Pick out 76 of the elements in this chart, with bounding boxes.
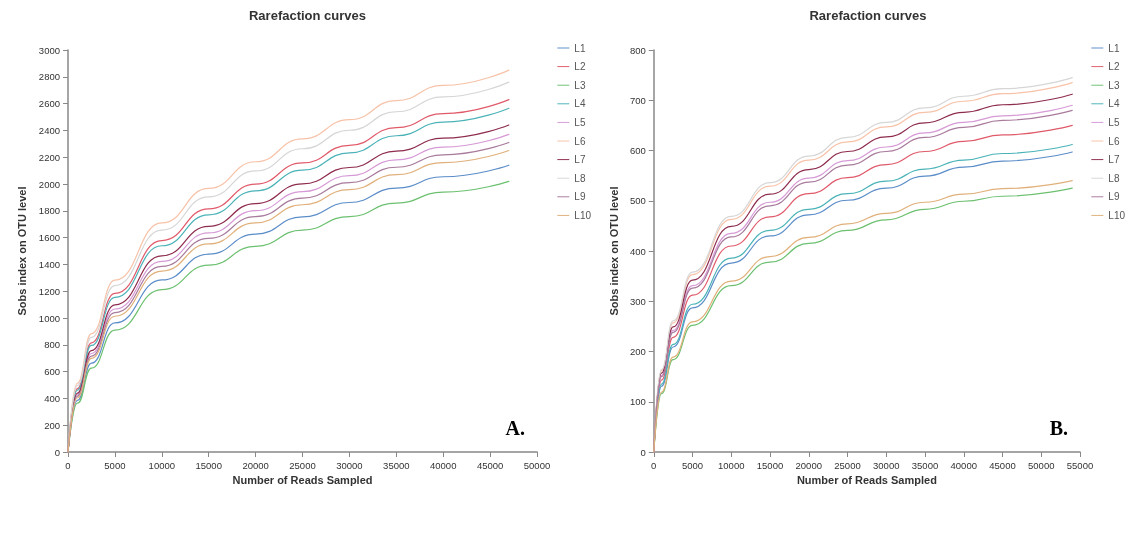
x-tick-label: 50000 bbox=[1028, 459, 1055, 471]
y-tick-label: 800 bbox=[44, 339, 60, 351]
y-tick-label: 1400 bbox=[38, 258, 60, 270]
x-tick-label: 5000 bbox=[104, 459, 126, 471]
x-axis-title: Number of Reads Sampled bbox=[232, 474, 373, 487]
legend-label: L6 bbox=[1108, 135, 1120, 147]
legend-label: L2 bbox=[574, 61, 586, 73]
x-tick-label: 40000 bbox=[950, 459, 977, 471]
x-tick-label: 0 bbox=[65, 459, 71, 471]
x-tick-label: 20000 bbox=[795, 459, 822, 471]
x-axis-title: Number of Reads Sampled bbox=[796, 474, 937, 487]
legend-label: L7 bbox=[1108, 154, 1120, 166]
y-tick-label: 2400 bbox=[38, 124, 60, 136]
y-tick-label: 100 bbox=[629, 396, 646, 408]
legend-label: L3 bbox=[574, 79, 586, 91]
legend-label: L8 bbox=[574, 172, 586, 184]
y-tick-label: 0 bbox=[640, 446, 646, 458]
x-tick-label: 45000 bbox=[989, 459, 1016, 471]
y-tick-label: 400 bbox=[629, 245, 646, 257]
y-tick-label: 1800 bbox=[38, 205, 60, 217]
legend-label: L8 bbox=[1108, 172, 1120, 184]
x-tick-label: 25000 bbox=[289, 459, 316, 471]
x-tick-label: 0 bbox=[651, 459, 657, 471]
y-tick-label: 0 bbox=[54, 446, 60, 458]
x-tick-label: 10000 bbox=[718, 459, 745, 471]
y-tick-label: 400 bbox=[44, 392, 60, 404]
y-tick-label: 1000 bbox=[38, 312, 60, 324]
legend-label: L7 bbox=[574, 154, 586, 166]
y-tick-label: 600 bbox=[629, 145, 646, 156]
y-tick-label: 2600 bbox=[38, 98, 60, 110]
legend-label: L9 bbox=[1108, 191, 1120, 203]
y-tick-label: 700 bbox=[629, 94, 646, 106]
legend-label: L4 bbox=[574, 98, 586, 110]
x-tick-label: 15000 bbox=[195, 459, 222, 471]
x-tick-label: 50000 bbox=[523, 459, 551, 471]
chart-title: Rarefaction curves bbox=[248, 8, 367, 23]
legend-label: L10 bbox=[574, 209, 592, 221]
legend-label: L5 bbox=[574, 116, 586, 128]
x-tick-label: 55000 bbox=[1066, 459, 1094, 471]
legend-label: L1 bbox=[1108, 42, 1120, 54]
y-tick-label: 1200 bbox=[38, 285, 60, 297]
y-tick-label: 2800 bbox=[38, 71, 60, 83]
annotation: B. bbox=[1049, 417, 1068, 439]
x-tick-label: 30000 bbox=[873, 459, 900, 471]
y-tick-label: 600 bbox=[44, 366, 60, 378]
y-tick-label: 500 bbox=[629, 195, 646, 207]
legend-label: L5 bbox=[1108, 116, 1120, 128]
x-tick-label: 5000 bbox=[681, 459, 704, 471]
x-tick-label: 35000 bbox=[911, 459, 939, 471]
y-tick-label: 800 bbox=[629, 44, 646, 56]
y-tick-label: 200 bbox=[44, 419, 60, 431]
x-tick-label: 20000 bbox=[242, 459, 269, 471]
legend-label: L6 bbox=[574, 135, 586, 147]
legend-label: L4 bbox=[1108, 98, 1120, 110]
x-tick-label: 30000 bbox=[336, 459, 363, 471]
legend-label: L2 bbox=[1108, 61, 1120, 73]
x-tick-label: 45000 bbox=[476, 459, 504, 471]
y-tick-label: 3000 bbox=[38, 44, 60, 56]
y-tick-label: 2000 bbox=[38, 178, 60, 190]
legend-label: L3 bbox=[1108, 79, 1120, 91]
y-tick-label: 1600 bbox=[38, 232, 60, 244]
legend-label: L10 bbox=[1108, 209, 1126, 221]
x-tick-label: 25000 bbox=[834, 459, 861, 471]
x-tick-label: 15000 bbox=[756, 459, 784, 471]
y-axis-title: Sobs index on OTU level bbox=[607, 186, 620, 316]
legend-label: L1 bbox=[574, 42, 586, 54]
x-tick-label: 40000 bbox=[429, 459, 457, 471]
x-tick-label: 35000 bbox=[383, 459, 410, 471]
y-tick-label: 200 bbox=[629, 346, 646, 357]
y-tick-label: 300 bbox=[629, 295, 646, 307]
annotation: A. bbox=[505, 417, 526, 439]
y-tick-label: 2200 bbox=[38, 151, 60, 163]
x-tick-label: 10000 bbox=[148, 459, 176, 471]
chart-title: Rarefaction curves bbox=[809, 8, 927, 23]
y-axis-title: Sobs index on OTU level bbox=[16, 186, 29, 316]
legend-label: L9 bbox=[574, 191, 586, 203]
